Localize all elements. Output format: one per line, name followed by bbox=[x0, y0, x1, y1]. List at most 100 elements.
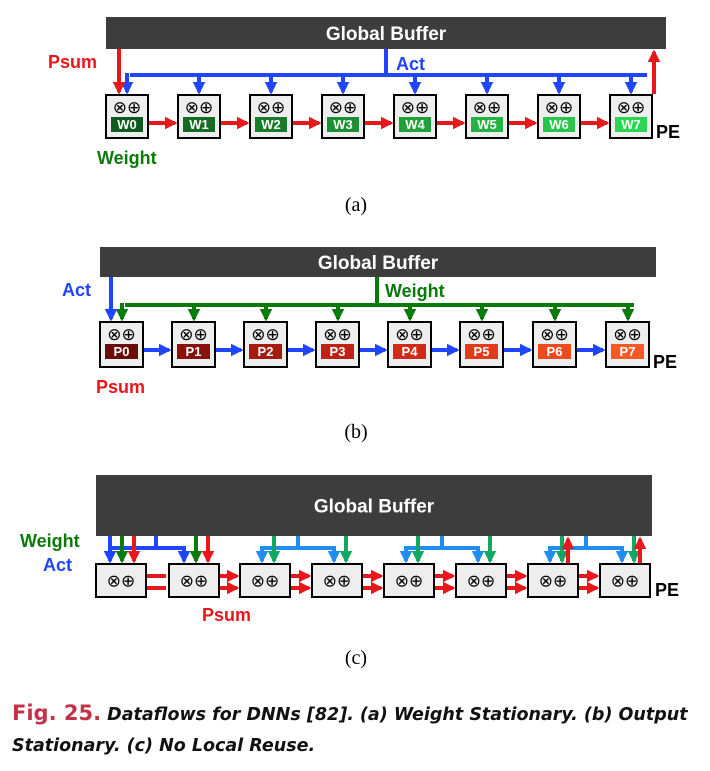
pe-a-3-ops: ⊗⊕ bbox=[329, 98, 358, 118]
pe-a-7-register bbox=[615, 117, 647, 132]
pe-a-1-ops: ⊗⊕ bbox=[185, 98, 214, 118]
label-weight-a: Weight bbox=[97, 148, 157, 168]
pe-b-4: ⊗⊕P4 bbox=[387, 321, 432, 368]
label-pe-a: PE bbox=[656, 122, 680, 142]
pe-a-7-register-label: W7 bbox=[621, 117, 641, 132]
subcaption-b: (b) bbox=[344, 421, 367, 443]
pe-b-0: ⊗⊕P0 bbox=[99, 321, 144, 368]
pe-c-2-ops: ⊗⊕ bbox=[251, 572, 280, 592]
pe-a-3-register bbox=[327, 117, 359, 132]
figure-caption: Fig. 25. Dataflows for DNNs [82]. (a) We… bbox=[12, 698, 702, 762]
pe-b-0-register-label: P0 bbox=[114, 344, 130, 359]
pe-b-5-register bbox=[465, 344, 498, 359]
pe-c-7: ⊗⊕ bbox=[599, 563, 651, 598]
subcaption-a: (a) bbox=[345, 194, 367, 216]
global-buffer-a bbox=[106, 17, 666, 49]
pe-b-4-register-label: P4 bbox=[402, 344, 419, 359]
pe-b-0-ops: ⊗⊕ bbox=[107, 325, 136, 345]
pe-c-1-ops: ⊗⊕ bbox=[180, 572, 209, 592]
pe-a-0-ops: ⊗⊕ bbox=[113, 98, 142, 118]
pe-b-6-register-label: P6 bbox=[547, 344, 563, 359]
pe-b-7-ops: ⊗⊕ bbox=[613, 325, 642, 345]
pe-b-3-register bbox=[321, 344, 354, 359]
pe-a-4: ⊗⊕W4 bbox=[393, 94, 437, 139]
pe-a-0: ⊗⊕W0 bbox=[105, 94, 149, 139]
pe-c-3-ops: ⊗⊕ bbox=[323, 572, 352, 592]
pe-c-0: ⊗⊕ bbox=[95, 563, 147, 598]
label-psum-a: Psum bbox=[48, 52, 97, 72]
pe-a-2-register bbox=[255, 117, 287, 132]
pe-b-2-register bbox=[249, 344, 282, 359]
global-buffer-c-label: Global Buffer bbox=[314, 497, 435, 518]
pe-a-6-register-label: W6 bbox=[549, 117, 569, 132]
pe-b-7: ⊗⊕P7 bbox=[605, 321, 650, 368]
label-pe-b: PE bbox=[653, 352, 677, 372]
pe-c-4: ⊗⊕ bbox=[383, 563, 435, 598]
global-buffer-c bbox=[96, 475, 652, 536]
global-buffer-a-label: Global Buffer bbox=[326, 24, 447, 45]
pe-a-3-register-label: W3 bbox=[333, 117, 353, 132]
pe-a-1: ⊗⊕W1 bbox=[177, 94, 221, 139]
pe-a-4-ops: ⊗⊕ bbox=[401, 98, 430, 118]
pe-b-3-register-label: P3 bbox=[330, 344, 346, 359]
global-buffer-b bbox=[100, 247, 656, 277]
pe-b-4-register bbox=[393, 344, 426, 359]
pe-b-7-register-label: P7 bbox=[620, 344, 636, 359]
pe-a-7: ⊗⊕W7 bbox=[609, 94, 653, 139]
figure-caption-text: Dataflows for DNNs [82]. (a) Weight Stat… bbox=[12, 705, 688, 756]
label-weight-b: Weight bbox=[385, 281, 445, 301]
pe-c-0-ops: ⊗⊕ bbox=[107, 572, 136, 592]
pe-a-6-ops: ⊗⊕ bbox=[545, 98, 574, 118]
pe-c-6-ops: ⊗⊕ bbox=[539, 572, 568, 592]
pe-b-5: ⊗⊕P5 bbox=[459, 321, 504, 368]
pe-b-5-ops: ⊗⊕ bbox=[467, 325, 496, 345]
pe-c-6: ⊗⊕ bbox=[527, 563, 579, 598]
pe-b-3-ops: ⊗⊕ bbox=[323, 325, 352, 345]
pe-a-2: ⊗⊕W2 bbox=[249, 94, 293, 139]
pe-b-4-ops: ⊗⊕ bbox=[395, 325, 424, 345]
pe-a-1-register bbox=[183, 117, 215, 132]
pe-b-6: ⊗⊕P6 bbox=[532, 321, 577, 368]
pe-a-6-register bbox=[543, 117, 575, 132]
pe-b-3: ⊗⊕P3 bbox=[315, 321, 360, 368]
pe-a-1-register-label: W1 bbox=[189, 117, 209, 132]
subcaption-c: (c) bbox=[345, 647, 367, 669]
pe-b-7-register bbox=[611, 344, 644, 359]
label-act-b: Act bbox=[62, 280, 91, 300]
pe-b-1-ops: ⊗⊕ bbox=[179, 325, 208, 345]
pe-b-1-register bbox=[177, 344, 210, 359]
pe-c-3: ⊗⊕ bbox=[311, 563, 363, 598]
pe-b-1: ⊗⊕P1 bbox=[171, 321, 216, 368]
pe-a-2-register-label: W2 bbox=[261, 117, 281, 132]
pe-c-4-ops: ⊗⊕ bbox=[395, 572, 424, 592]
pe-b-6-ops: ⊗⊕ bbox=[540, 325, 569, 345]
pe-a-4-register-label: W4 bbox=[405, 117, 425, 132]
dataflow-diagram: ⊗⊕W0⊗⊕W1⊗⊕W2⊗⊕W3⊗⊕W4⊗⊕W5⊗⊕W6⊗⊕W7⊗⊕P0⊗⊕P1… bbox=[20, 17, 680, 669]
pe-a-0-register-label: W0 bbox=[117, 117, 137, 132]
pe-b-1-register-label: P1 bbox=[186, 344, 202, 359]
label-act-a: Act bbox=[396, 54, 425, 74]
global-buffer-b-label: Global Buffer bbox=[318, 253, 439, 274]
pe-b-2-register-label: P2 bbox=[258, 344, 274, 359]
label-psum-b: Psum bbox=[96, 377, 145, 397]
pe-a-6: ⊗⊕W6 bbox=[537, 94, 581, 139]
pe-c-1: ⊗⊕ bbox=[168, 563, 220, 598]
pe-c-5: ⊗⊕ bbox=[455, 563, 507, 598]
pe-b-0-register bbox=[105, 344, 138, 359]
pe-b-2: ⊗⊕P2 bbox=[243, 321, 288, 368]
pe-c-7-ops: ⊗⊕ bbox=[611, 572, 640, 592]
label-pe-c: PE bbox=[655, 580, 679, 600]
pe-c-5-ops: ⊗⊕ bbox=[467, 572, 496, 592]
act-tree-c-0 bbox=[108, 536, 191, 564]
pe-a-7-ops: ⊗⊕ bbox=[617, 98, 646, 118]
pe-a-5: ⊗⊕W5 bbox=[465, 94, 509, 139]
label-weight-c: Weight bbox=[20, 531, 80, 551]
pe-a-4-register bbox=[399, 117, 431, 132]
figure-number: Fig. 25. bbox=[12, 701, 102, 725]
pe-a-3: ⊗⊕W3 bbox=[321, 94, 365, 139]
pe-a-2-ops: ⊗⊕ bbox=[257, 98, 286, 118]
pe-b-6-register bbox=[538, 344, 571, 359]
label-psum-c: Psum bbox=[202, 605, 251, 625]
pe-a-5-register-label: W5 bbox=[477, 117, 497, 132]
pe-b-5-register-label: P5 bbox=[474, 344, 490, 359]
